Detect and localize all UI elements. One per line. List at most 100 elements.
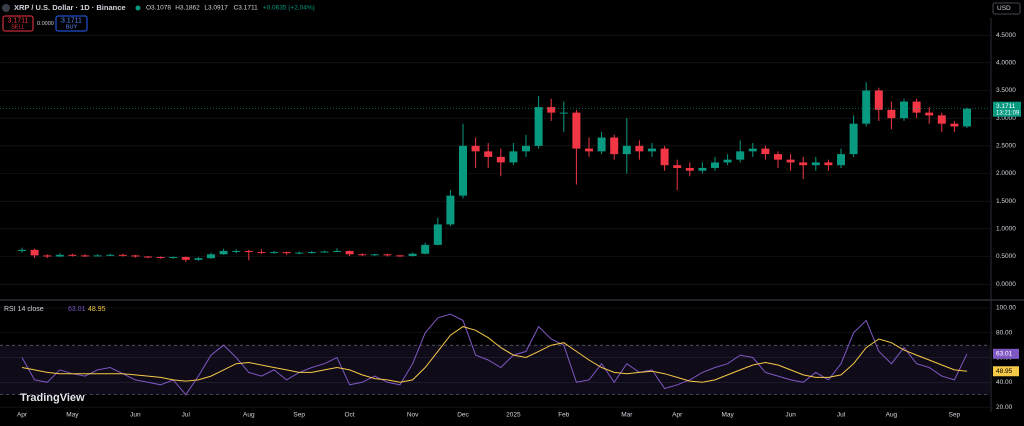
candle-body (799, 162, 808, 166)
x-tick-label: Feb (558, 412, 570, 419)
x-tick-label: Apr (672, 412, 683, 419)
buy-label[interactable]: BUY (66, 24, 78, 30)
y-tick-label: 80.00 (996, 329, 1013, 336)
brand: TradingView (20, 392, 85, 404)
candle-body (685, 167, 694, 171)
countdown: 13:21:09 (996, 110, 1020, 116)
ohlc-value: +0.0635 (+2.04%) (263, 5, 315, 12)
rsi-line (21, 326, 968, 383)
y-tick-label: 0.5000 (996, 253, 1016, 260)
y-tick-label: 3.0000 (996, 115, 1016, 122)
candle-body (937, 115, 946, 124)
x-tick-label: Nov (407, 412, 419, 419)
candle-body (282, 252, 291, 254)
candle-body (648, 148, 656, 152)
candle-body (30, 249, 39, 256)
y-tick-label: 100.00 (996, 305, 1016, 312)
currency[interactable]: USD (997, 5, 1011, 12)
candle-body (396, 255, 404, 257)
candle-body (534, 107, 543, 146)
candle-body (383, 254, 392, 256)
candle-body (874, 90, 883, 110)
candle-body (547, 107, 556, 113)
candle-body (824, 162, 833, 166)
candle-body (358, 254, 367, 256)
candle-body (295, 252, 304, 254)
candle-body (559, 112, 568, 114)
buy-button[interactable] (55, 15, 88, 32)
candle-body (610, 137, 619, 155)
candle-body (219, 250, 228, 255)
buy-price[interactable]: 3.1711 (61, 17, 82, 24)
candle-body (572, 112, 581, 149)
ohlc-value: C3.1711 (234, 5, 258, 12)
rsi-legend: 63.01 48.95 (68, 306, 106, 313)
candle-body (484, 151, 493, 157)
x-tick-label: Aug (886, 412, 898, 419)
candle-body (774, 154, 782, 160)
sell-button[interactable] (2, 15, 34, 32)
x-tick-label: May (721, 412, 734, 419)
y-tick-label: 4.0000 (996, 60, 1016, 67)
candle-body (93, 255, 102, 257)
candle-body (761, 148, 770, 155)
x-tick-label: Jun (785, 412, 796, 419)
candle-body (118, 254, 127, 256)
candle-body (786, 159, 795, 163)
symbol-title: XRP / U.S. Dollar · 1D · Binance (14, 3, 126, 12)
candle-body (522, 145, 530, 152)
sell-label[interactable]: SELL (11, 24, 24, 30)
candle-body (320, 251, 329, 253)
status-dot (135, 5, 141, 11)
currency-button[interactable] (992, 2, 1021, 15)
x-tick-label: Sep (949, 412, 961, 419)
rsi-line (21, 313, 968, 396)
price-label: 3.1711 (996, 103, 1016, 110)
y-tick-label: 20.00 (996, 404, 1013, 411)
y-tick-label: 1.0000 (996, 226, 1016, 233)
x-tick-label: Jul (182, 412, 191, 419)
candle-body (244, 250, 253, 253)
ohlc-value: L3.0917 (204, 5, 228, 12)
value-label: 48.95 (996, 368, 1013, 375)
candle-body (106, 254, 115, 256)
candle-body (673, 165, 682, 168)
x-tick-label: Aug (243, 412, 255, 419)
x-tick-label: Sep (293, 412, 305, 419)
candle-body (837, 154, 845, 166)
candle-body (421, 244, 430, 254)
sell-price[interactable]: 3.1711 (8, 17, 29, 24)
candle-body (207, 254, 215, 259)
candle-body (925, 112, 934, 116)
candle-body (635, 145, 644, 152)
x-tick-label: Oct (345, 412, 355, 419)
candle-body (55, 254, 64, 257)
band-fill (0, 345, 990, 395)
legend-value: 63.01 (68, 306, 86, 313)
grid-layer (0, 34, 990, 408)
candle-body (723, 159, 732, 163)
candle-body (900, 101, 908, 119)
candle-body (43, 255, 52, 257)
symbol-icon (2, 4, 10, 12)
legend-value: 48.95 (88, 306, 106, 313)
candle-body (711, 162, 719, 168)
candle-body (698, 167, 707, 171)
candle-body (950, 123, 959, 127)
candle-body (156, 257, 165, 259)
rsi-title: RSI 14 close (4, 306, 44, 313)
candle-body (963, 108, 971, 127)
candle-body (144, 256, 152, 258)
candle-body (270, 252, 278, 254)
candle-body (169, 257, 178, 259)
candle-body (811, 162, 820, 166)
price-label-box (993, 101, 1021, 117)
candle-body (232, 250, 241, 252)
y-tick-label: 2.5000 (996, 143, 1016, 150)
x-tick-label: Jul (837, 412, 846, 419)
candle-body (81, 255, 89, 257)
value-label: 63.01 (996, 351, 1013, 358)
